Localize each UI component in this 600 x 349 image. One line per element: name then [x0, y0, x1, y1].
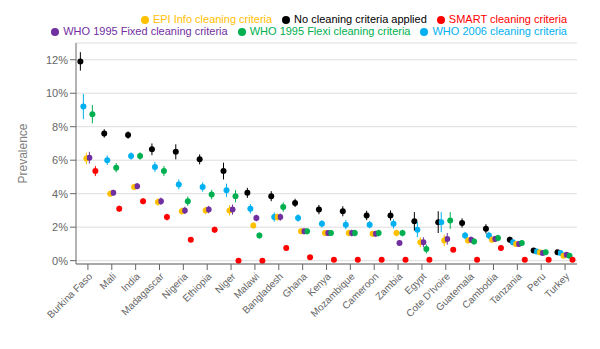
svg-text:Cambodia: Cambodia [459, 270, 500, 311]
html-text:WHO 1995 Fixed cleaning criter: WHO 1995 Fixed cleaning criteria [63, 25, 228, 37]
svg-text:Bangladesh: Bangladesh [240, 271, 285, 316]
svg-text:8%: 8% [52, 121, 68, 133]
svg-text:2%: 2% [52, 221, 68, 233]
svg-text:Ethiopia: Ethiopia [180, 270, 214, 304]
svg-text:Egypt: Egypt [402, 270, 429, 297]
svg-text:Nigeria: Nigeria [159, 270, 190, 301]
svg-text:Madagascar: Madagascar [119, 270, 166, 318]
html-text:WHO 1995 Flexi cleaning criter: WHO 1995 Flexi cleaning criteria [249, 25, 411, 37]
svg-text:Niger: Niger [212, 270, 238, 296]
svg-text:Kenya: Kenya [305, 270, 333, 299]
svg-text:Tanzania: Tanzania [488, 270, 524, 306]
svg-text:Burkina Faso: Burkina Faso [45, 270, 95, 320]
svg-text:10%: 10% [46, 87, 68, 99]
html-text:No cleaning criteria applied: No cleaning criteria applied [294, 13, 427, 25]
svg-text:0%: 0% [52, 255, 68, 267]
html-text:EPI Info cleaning criteria: EPI Info cleaning criteria [152, 13, 273, 25]
svg-text:Cote D'Ivoire: Cote D'Ivoire [403, 270, 453, 320]
svg-text:12%: 12% [46, 54, 68, 66]
html-text:WHO 2006 cleaning criteria: WHO 2006 cleaning criteria [432, 25, 567, 37]
svg-text:Zambia: Zambia [373, 270, 405, 302]
svg-text:Peru: Peru [524, 270, 548, 294]
svg-text:Turkey: Turkey [542, 271, 571, 300]
html-text:SMART cleaning criteria: SMART cleaning criteria [448, 13, 567, 25]
svg-text:Cameroon: Cameroon [340, 271, 381, 312]
svg-text:Malawi: Malawi [231, 270, 262, 301]
svg-text:Prevalence: Prevalence [16, 123, 30, 183]
svg-text:4%: 4% [52, 188, 68, 200]
svg-text:Mozambique: Mozambique [308, 270, 357, 319]
svg-text:6%: 6% [52, 154, 68, 166]
svg-text:Guatemala: Guatemala [433, 270, 477, 313]
svg-text:Ghana: Ghana [280, 270, 309, 299]
svg-text:Mali: Mali [97, 271, 118, 292]
svg-text:India: India [119, 270, 143, 294]
